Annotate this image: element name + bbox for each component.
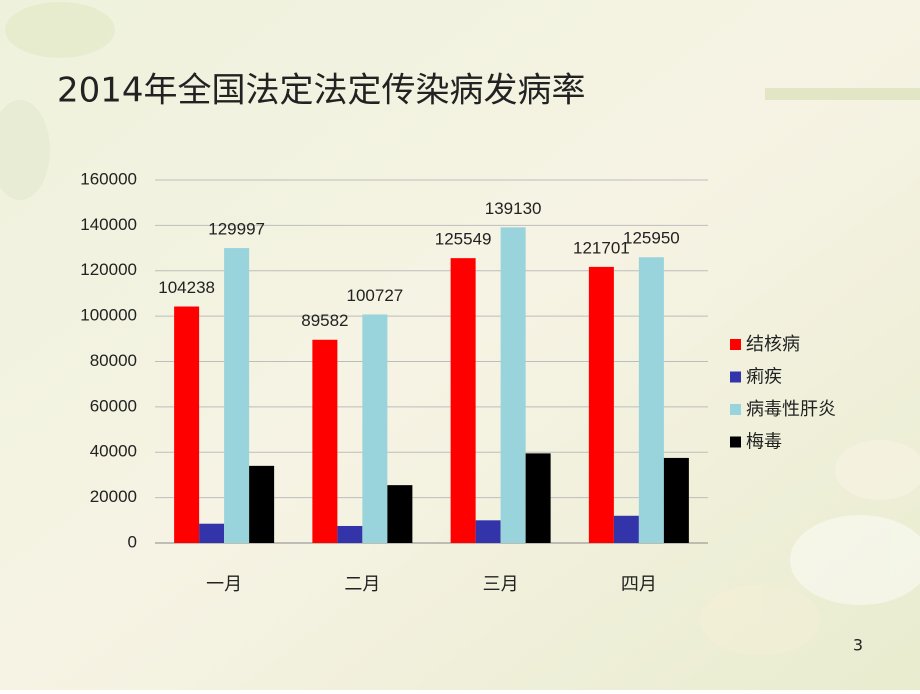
bar xyxy=(588,266,614,543)
slide-title: 2014年全国法定法定传染病发病率 xyxy=(57,71,586,111)
legend-swatch xyxy=(730,404,741,415)
y-tick-label: 60000 xyxy=(90,396,137,415)
bar xyxy=(312,339,338,543)
bar xyxy=(525,453,551,543)
bar xyxy=(475,520,501,543)
data-label: 125950 xyxy=(623,229,680,248)
flower-decor xyxy=(0,2,920,655)
bar xyxy=(387,485,413,543)
bar xyxy=(249,465,275,543)
data-label: 89582 xyxy=(301,311,348,330)
y-tick-label: 160000 xyxy=(80,169,137,188)
bar xyxy=(337,525,363,543)
y-tick-label: 0 xyxy=(128,532,137,551)
legend-swatch xyxy=(730,436,741,448)
legend-label: 结核病 xyxy=(746,334,800,355)
bar xyxy=(613,515,639,543)
legend-label: 病毒性肝炎 xyxy=(746,399,836,420)
legend-swatch xyxy=(730,371,741,383)
bar xyxy=(199,523,225,543)
data-label: 121701 xyxy=(573,238,630,257)
y-tick-label: 140000 xyxy=(80,215,137,234)
x-tick-label: 四月 xyxy=(621,574,657,595)
bar xyxy=(450,258,476,543)
data-label: 125549 xyxy=(435,230,492,249)
x-tick-label: 三月 xyxy=(483,574,519,595)
x-tick-label: 二月 xyxy=(344,574,380,595)
bar xyxy=(174,306,200,543)
y-tick-label: 40000 xyxy=(90,442,137,461)
y-tick-label: 120000 xyxy=(80,260,137,279)
bar xyxy=(638,257,664,543)
bar xyxy=(362,314,388,543)
data-label: 129997 xyxy=(208,220,265,239)
bar xyxy=(224,248,250,543)
legend-label: 痢疾 xyxy=(746,367,782,388)
legend-label: 梅毒 xyxy=(746,432,782,453)
data-label: 104238 xyxy=(158,278,215,297)
y-tick-label: 20000 xyxy=(90,487,137,506)
bar xyxy=(663,457,689,543)
page-number: 3 xyxy=(853,636,863,655)
y-tick-label: 80000 xyxy=(90,351,137,370)
x-tick-label: 一月 xyxy=(206,574,242,595)
y-tick-label: 100000 xyxy=(80,306,137,325)
bar xyxy=(500,227,526,543)
decor-band xyxy=(765,88,920,100)
data-label: 139130 xyxy=(485,199,542,218)
data-label: 100727 xyxy=(347,286,404,305)
legend-swatch xyxy=(730,339,741,350)
